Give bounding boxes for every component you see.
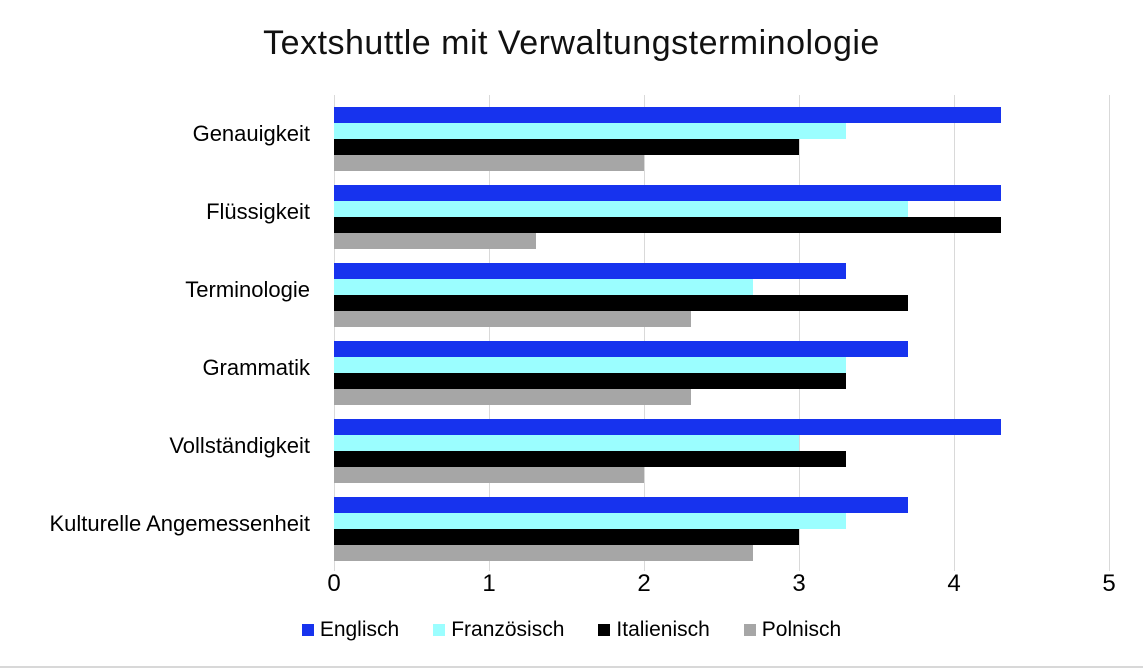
legend-swatch (301, 624, 314, 636)
x-tickmark (798, 563, 800, 571)
bar-italienisch-kulturelle-angemessenheit (334, 529, 799, 545)
legend-item-italienisch: Italienisch (598, 618, 710, 642)
legend-swatch (743, 624, 756, 636)
legend-item-polnisch: Polnisch (743, 618, 842, 642)
x-tick-label: 4 (947, 570, 961, 597)
bar-polnisch-flüssigkeit (334, 233, 536, 249)
x-tickmark (333, 563, 335, 571)
bar-französisch-kulturelle-angemessenheit (334, 513, 846, 529)
bar-englisch-vollständigkeit (334, 419, 1001, 435)
category-label: Terminologie (185, 277, 310, 302)
bar-italienisch-genauigkeit (334, 139, 799, 155)
bar-group-vollständigkeit (334, 407, 1109, 485)
bar-polnisch-vollständigkeit (334, 467, 644, 483)
x-tick-label: 5 (1102, 570, 1116, 597)
gridline (643, 95, 645, 563)
bar-französisch-grammatik (334, 357, 846, 373)
bar-polnisch-kulturelle-angemessenheit (334, 545, 753, 561)
plot-area (333, 95, 1110, 571)
bar-italienisch-flüssigkeit (334, 217, 1001, 233)
x-tickmark (1108, 563, 1110, 571)
bar-group-kulturelle-angemessenheit (334, 485, 1109, 563)
category-label: Grammatik (202, 355, 310, 380)
bar-englisch-terminologie (334, 263, 846, 279)
bar-group-terminologie (334, 251, 1109, 329)
legend-swatch (598, 624, 611, 636)
x-tickmark (488, 563, 490, 571)
bar-englisch-genauigkeit (334, 107, 1001, 123)
bar-englisch-kulturelle-angemessenheit (334, 497, 908, 513)
x-tick-label: 2 (637, 570, 651, 597)
chart-title: Textshuttle mit Verwaltungsterminologie (263, 24, 880, 62)
gridline (333, 95, 335, 563)
bar-group-genauigkeit (334, 95, 1109, 173)
category-label: Flüssigkeit (206, 199, 310, 224)
category-label: Genauigkeit (192, 121, 310, 146)
bar-polnisch-terminologie (334, 311, 691, 327)
x-axis: 0 1 2 3 4 5 (0, 570, 1143, 600)
x-tick-label: 1 (482, 570, 496, 597)
x-tickmark (643, 563, 645, 571)
legend-item-französisch: Französisch (433, 618, 564, 642)
bar-italienisch-grammatik (334, 373, 846, 389)
bar-französisch-genauigkeit (334, 123, 846, 139)
legend: Englisch Französisch Italienisch Polnisch (0, 618, 1143, 642)
bar-group-grammatik (334, 329, 1109, 407)
legend-label: Englisch (319, 618, 400, 641)
x-tickmark (953, 563, 955, 571)
gridline (1108, 95, 1110, 563)
bar-polnisch-grammatik (334, 389, 691, 405)
bottom-divider (0, 666, 1143, 668)
category-axis: Genauigkeit Flüssigkeit Terminologie Gramma… (0, 95, 322, 563)
bar-französisch-vollständigkeit (334, 435, 799, 451)
legend-swatch (433, 624, 446, 636)
bar-italienisch-terminologie (334, 295, 908, 311)
legend-item-englisch: Englisch (301, 618, 400, 642)
x-tick-label: 0 (327, 570, 341, 597)
gridline (953, 95, 955, 563)
category-label: Kulturelle Angemessenheit (49, 511, 311, 536)
bar-englisch-grammatik (334, 341, 908, 357)
bar-französisch-terminologie (334, 279, 753, 295)
category-label: Vollständigkeit (169, 433, 310, 458)
legend-label: Polnisch (761, 618, 842, 641)
gridline (488, 95, 490, 563)
bar-polnisch-genauigkeit (334, 155, 644, 171)
bar-italienisch-vollständigkeit (334, 451, 846, 467)
bar-englisch-flüssigkeit (334, 185, 1001, 201)
legend-label: Französisch (451, 618, 565, 641)
x-tick-label: 3 (792, 570, 806, 597)
gridline (798, 95, 800, 563)
bar-group-flüssigkeit (334, 173, 1109, 251)
bar-französisch-flüssigkeit (334, 201, 908, 217)
legend-label: Italienisch (616, 618, 710, 641)
